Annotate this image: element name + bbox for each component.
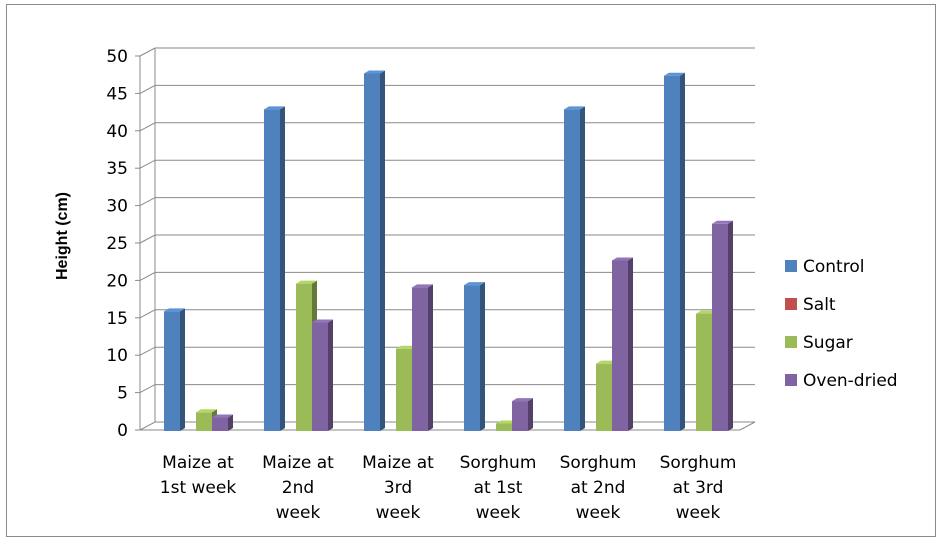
- x-axis-categories: Maize at 1st week Maize at 2nd week Maize at 3…: [160, 453, 737, 523]
- bar-oven-dried: [212, 414, 233, 431]
- y-tick-label: 15: [106, 309, 128, 329]
- x-category-label: Sorghum at 3rd week: [660, 453, 737, 523]
- bar-control: [364, 70, 385, 432]
- gridline: [139, 197, 755, 207]
- gridline: [139, 84, 755, 94]
- legend-swatch: [785, 298, 797, 310]
- bar-control: [464, 282, 485, 431]
- gridline: [139, 122, 755, 132]
- gridline: [139, 47, 755, 57]
- y-tick-label: 25: [106, 234, 128, 254]
- legend-item-oven-dried: Oven-dried: [785, 371, 898, 391]
- x-category-label: Sorghum at 1st week: [460, 453, 537, 523]
- bar-oven-dried: [712, 220, 733, 431]
- chart-frame: [6, 4, 936, 537]
- y-axis-label: Height (cm): [54, 192, 71, 280]
- legend-swatch: [785, 374, 797, 386]
- x-category-label: Maize at 3rd week: [362, 453, 434, 523]
- legend: Control Salt Sugar Oven-dried: [785, 257, 898, 391]
- x-category-label: Sorghum at 2nd week: [560, 453, 637, 523]
- gridline: [139, 159, 755, 169]
- legend-label: Sugar: [803, 333, 853, 353]
- y-tick-label: 35: [106, 159, 128, 179]
- bar-control: [164, 308, 185, 431]
- bar-control: [664, 72, 685, 431]
- y-tick-label: 30: [106, 197, 128, 217]
- gridline: [139, 234, 755, 244]
- bars: [164, 70, 733, 432]
- y-tick-label: 0: [117, 421, 128, 441]
- bar-control: [564, 106, 585, 432]
- y-tick-label: 45: [106, 84, 128, 104]
- legend-item-control: Control: [785, 257, 864, 277]
- y-tick-label: 40: [106, 122, 128, 142]
- legend-swatch: [785, 260, 797, 272]
- gridline: [139, 384, 755, 394]
- y-tick-label: 5: [117, 384, 128, 404]
- legend-label: Oven-dried: [803, 371, 898, 391]
- gridlines: [139, 47, 755, 394]
- y-tick-label: 20: [106, 271, 128, 291]
- bar-oven-dried: [312, 319, 333, 431]
- y-axis-ticks: 0 5 10 15 20 25 30 35 40 45 50: [106, 47, 140, 441]
- y-tick-label: 50: [106, 47, 128, 67]
- y-tick-label: 10: [106, 346, 128, 366]
- gridline: [139, 346, 755, 356]
- gridline: [139, 271, 755, 281]
- bar-oven-dried: [412, 284, 433, 431]
- bar-oven-dried: [612, 257, 633, 431]
- x-category-label: Maize at 1st week: [160, 453, 237, 498]
- legend-item-salt: Salt: [785, 295, 836, 315]
- x-category-label: Maize at 2nd week: [262, 453, 334, 523]
- bar-control: [264, 106, 285, 432]
- legend-label: Control: [803, 257, 864, 277]
- legend-swatch: [785, 336, 797, 348]
- legend-label: Salt: [803, 295, 836, 315]
- legend-item-sugar: Sugar: [785, 333, 853, 353]
- gridline: [139, 309, 755, 319]
- bar-oven-dried: [512, 398, 533, 431]
